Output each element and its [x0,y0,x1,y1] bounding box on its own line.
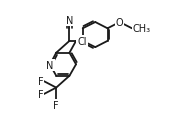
Text: N: N [46,60,54,70]
Text: Cl: Cl [77,36,87,46]
Text: F: F [38,89,43,99]
Text: F: F [38,76,43,86]
Text: N: N [66,16,73,26]
Text: O: O [116,18,124,28]
Text: CH₃: CH₃ [133,24,151,34]
Text: F: F [53,100,59,110]
